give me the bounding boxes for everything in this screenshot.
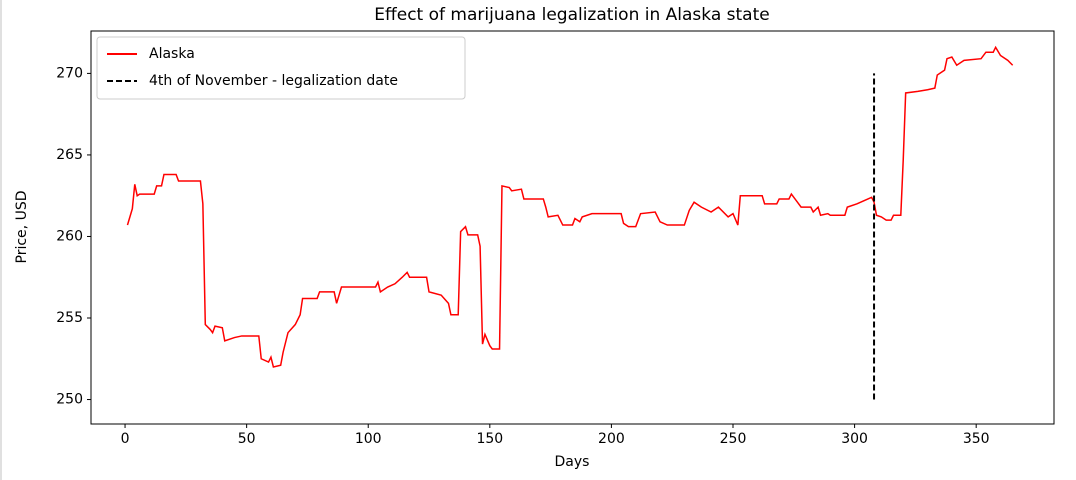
- x-tick-label: 300: [841, 431, 868, 447]
- x-tick-label: 150: [476, 431, 503, 447]
- plot-frame: [90, 30, 1055, 425]
- legend-box: [96, 36, 466, 100]
- data-line: [126, 45, 1014, 368]
- x-tick-label: 250: [720, 431, 747, 447]
- x-tick-label: 0: [121, 431, 130, 447]
- y-tick-label: 270: [56, 65, 83, 81]
- y-axis-label: Price, USD: [14, 191, 30, 264]
- x-tick-label: 200: [598, 431, 625, 447]
- y-tick-label: 255: [56, 310, 83, 326]
- legend-label: Alaska: [149, 46, 195, 62]
- x-tick-label: 100: [355, 431, 382, 447]
- legend-label: 4th of November - legalization date: [149, 73, 398, 89]
- y-tick-label: 250: [56, 392, 83, 408]
- x-tick-label: 350: [963, 431, 990, 447]
- x-axis-label: Days: [555, 454, 590, 470]
- left-border: [0, 0, 2, 480]
- y-tick-label: 260: [56, 228, 83, 244]
- x-tick-label: 50: [238, 431, 256, 447]
- y-tick-label: 265: [56, 147, 83, 163]
- chart-title: Effect of marijuana legalization in Alas…: [374, 5, 769, 25]
